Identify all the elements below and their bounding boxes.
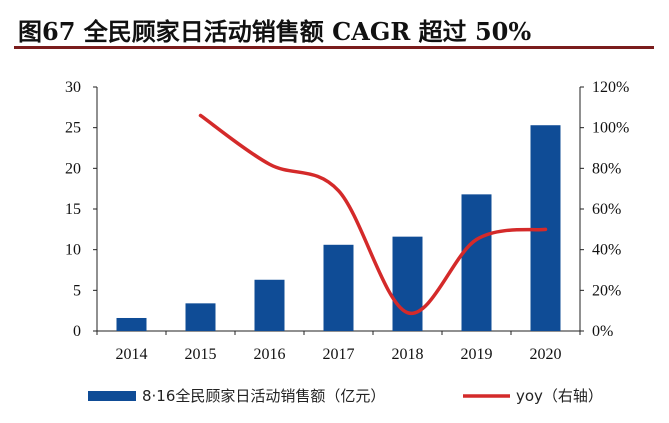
y-tick-label-left: 30 xyxy=(65,79,81,96)
y-tick-label-left: 0 xyxy=(73,323,81,340)
y-tick-label-left: 20 xyxy=(65,160,81,177)
legend-swatch-bar xyxy=(88,391,136,401)
legend-label-line: yoy（右轴） xyxy=(516,387,603,405)
y-tick-label-left: 25 xyxy=(65,120,81,137)
bar xyxy=(461,194,492,331)
x-tick-label: 2015 xyxy=(185,346,217,363)
x-tick-label: 2014 xyxy=(116,346,148,363)
y-tick-label-right: 80% xyxy=(592,160,621,177)
y-tick-label-left: 5 xyxy=(73,282,81,299)
y-tick-label-left: 10 xyxy=(65,242,81,259)
y-tick-label-left: 15 xyxy=(65,201,81,218)
chart-title: 图67 全民顾家日活动销售额 CAGR 超过 50% xyxy=(18,17,532,46)
bar xyxy=(392,236,423,331)
x-tick-label: 2019 xyxy=(461,346,493,363)
y-tick-label-right: 120% xyxy=(592,79,629,96)
y-tick-label-right: 20% xyxy=(592,282,621,299)
bar xyxy=(323,244,354,331)
y-tick-label-right: 60% xyxy=(592,201,621,218)
y-tick-label-right: 100% xyxy=(592,120,629,137)
x-tick-label: 2018 xyxy=(392,346,424,363)
title-bar: 图67 全民顾家日活动销售额 CAGR 超过 50% xyxy=(14,10,654,49)
x-tick-label: 2020 xyxy=(530,346,562,363)
bar xyxy=(254,279,285,331)
bar xyxy=(116,317,147,331)
bar xyxy=(185,303,216,331)
x-tick-label: 2016 xyxy=(254,346,286,363)
legend-label-bar: 8·16全民顾家日活动销售额（亿元） xyxy=(142,387,385,405)
y-tick-label-right: 0% xyxy=(592,323,613,340)
x-tick-label: 2017 xyxy=(323,346,355,363)
y-tick-label-right: 40% xyxy=(592,242,621,259)
yoy-line xyxy=(198,113,548,315)
